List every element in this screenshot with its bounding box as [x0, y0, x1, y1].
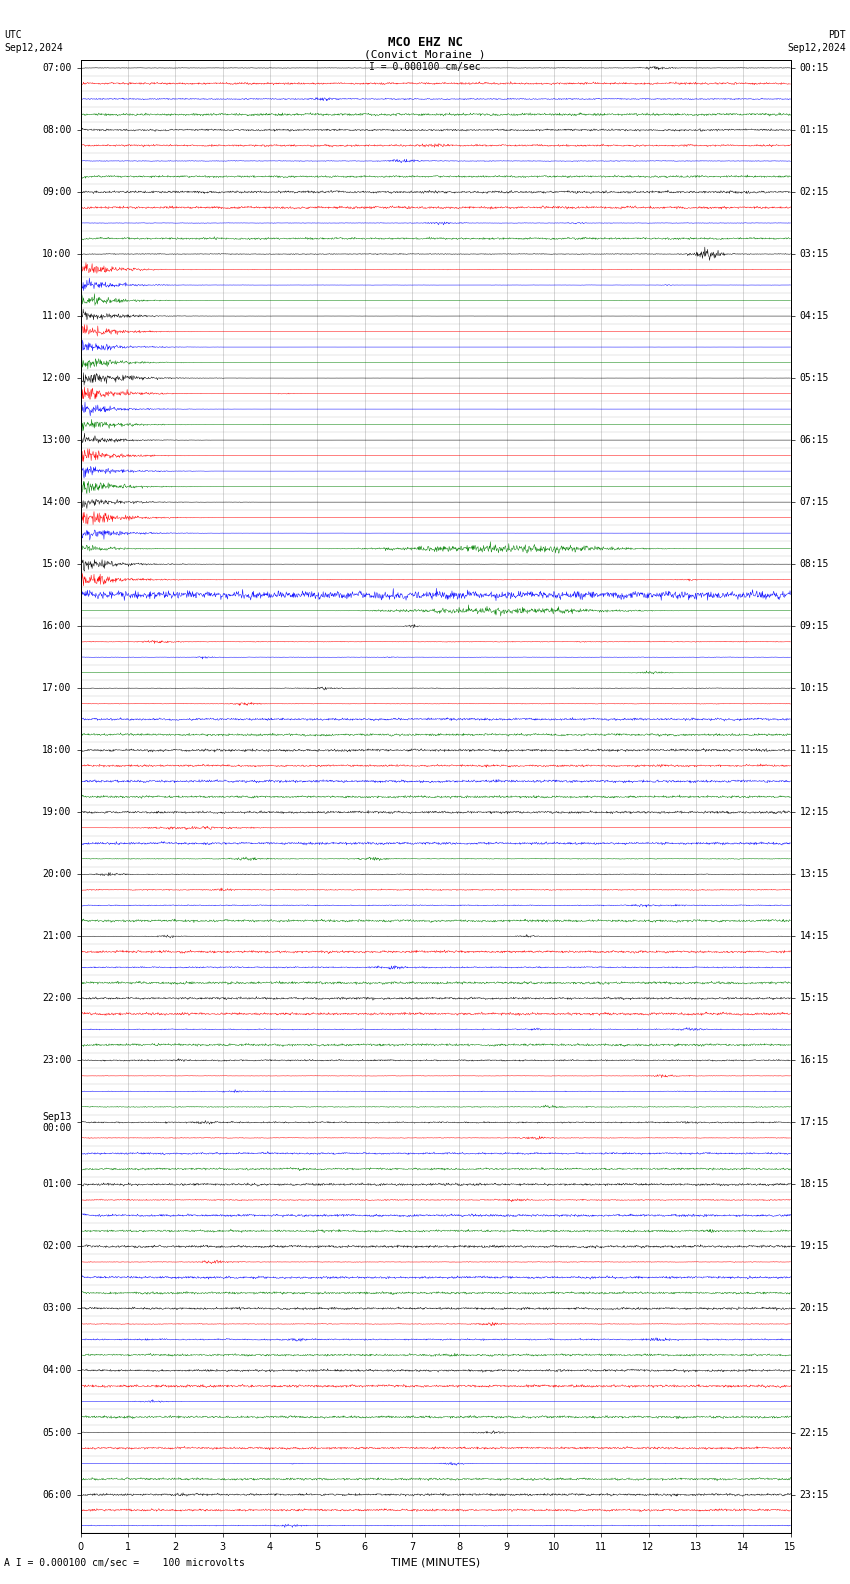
X-axis label: TIME (MINUTES): TIME (MINUTES) — [391, 1559, 480, 1568]
Text: PDT: PDT — [828, 30, 846, 40]
Text: Sep12,2024: Sep12,2024 — [787, 43, 846, 52]
Text: A I = 0.000100 cm/sec =    100 microvolts: A I = 0.000100 cm/sec = 100 microvolts — [4, 1559, 245, 1568]
Text: MCO EHZ NC: MCO EHZ NC — [388, 36, 462, 49]
Text: UTC: UTC — [4, 30, 22, 40]
Text: (Convict Moraine ): (Convict Moraine ) — [365, 49, 485, 59]
Text: I = 0.000100 cm/sec: I = 0.000100 cm/sec — [369, 62, 481, 71]
Text: Sep12,2024: Sep12,2024 — [4, 43, 63, 52]
